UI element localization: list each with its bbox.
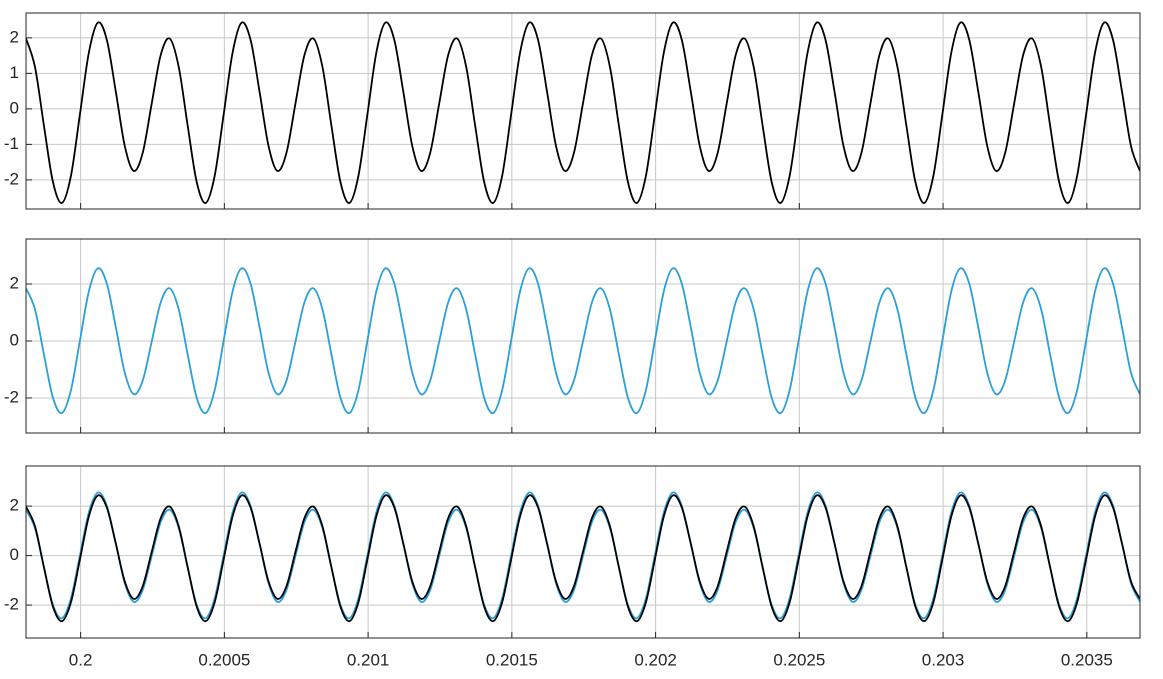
signal-line (26, 494, 1140, 623)
signal-line (26, 21, 1140, 204)
axes-frame (25, 12, 1141, 210)
plot-area (26, 13, 1140, 209)
x-tick-label: 0.2025 (773, 650, 825, 669)
plot-lines (26, 267, 1140, 415)
axes-frame (25, 465, 1141, 639)
y-tick-label: 0 (10, 330, 19, 349)
x-tick-label: 0.2 (69, 650, 93, 669)
y-tick-label: 0 (10, 545, 19, 564)
x-tick-label: 0.203 (922, 650, 965, 669)
y-tick-label: 0 (10, 98, 19, 117)
y-tick-label: -2 (4, 387, 19, 406)
signal-line (26, 267, 1140, 415)
y-tick-label: 2 (10, 273, 19, 292)
plot-lines (26, 491, 1140, 623)
subplot: 0.2 0.2005 0.201 0.2015 0.202 0.2025 0.203 0.20… (4, 465, 1141, 669)
subplot: -2 -1 0 1 2 (4, 12, 1141, 210)
x-tick-label: 0.201 (347, 650, 390, 669)
axes-frame (25, 238, 1141, 434)
y-tick-label: -1 (4, 134, 19, 153)
y-tick-label: -2 (4, 595, 19, 614)
y-tick-label: 1 (10, 63, 19, 82)
x-tick-label: 0.202 (634, 650, 677, 669)
plot-area (26, 239, 1140, 433)
subplot: -2 0 2 (4, 238, 1141, 434)
y-tick-label: 2 (10, 496, 19, 515)
y-tick-label: 2 (10, 27, 19, 46)
y-tick-label: -2 (4, 169, 19, 188)
signal-line (26, 491, 1140, 620)
x-tick-label: 0.2035 (1061, 650, 1113, 669)
x-tick-label: 0.2005 (198, 650, 250, 669)
plot-lines (26, 21, 1140, 204)
x-tick-label: 0.2015 (486, 650, 538, 669)
